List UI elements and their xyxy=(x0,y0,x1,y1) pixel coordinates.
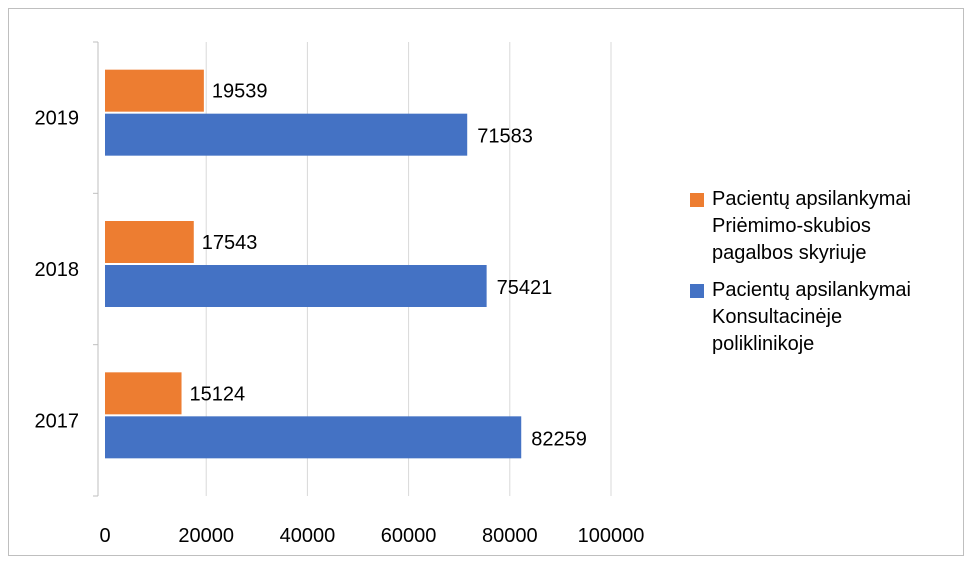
y-tick-label: 2019 xyxy=(35,108,80,130)
bar-consultation xyxy=(105,265,487,307)
bar-emergency xyxy=(105,372,182,415)
x-tick-label: 0 xyxy=(99,525,110,547)
legend-label-line: Pacientų apsilankymai xyxy=(712,279,911,301)
bar-consultation xyxy=(105,416,522,459)
legend-item-emergency: Pacientų apsilankymai Priėmimo-skubios p… xyxy=(690,186,960,267)
legend-label-line: pagalbos skyriuje xyxy=(712,242,867,264)
data-label: 15124 xyxy=(190,383,246,405)
legend-label-line: Priėmimo-skubios xyxy=(712,215,871,237)
y-tick-label: 2018 xyxy=(35,259,80,281)
legend-swatch-emergency xyxy=(690,193,704,207)
legend-label-line: poliklinikoje xyxy=(712,333,815,355)
data-label: 17543 xyxy=(202,232,258,254)
x-tick-label: 60000 xyxy=(381,525,437,547)
x-tick-label: 40000 xyxy=(280,525,336,547)
legend-item-consultation: Pacientų apsilankymai Konsultacinėje pol… xyxy=(690,277,960,358)
y-tick-label: 2017 xyxy=(35,410,80,432)
chart-frame xyxy=(8,8,964,556)
x-tick-label: 80000 xyxy=(482,525,538,547)
legend-label-line: Pacientų apsilankymai xyxy=(712,188,911,210)
data-label: 82259 xyxy=(531,428,587,450)
data-label: 71583 xyxy=(477,126,533,148)
bar-emergency xyxy=(105,69,204,112)
data-label: 75421 xyxy=(497,277,553,299)
x-tick-label: 100000 xyxy=(578,525,645,547)
bar-emergency xyxy=(105,221,194,263)
data-label: 19539 xyxy=(212,81,268,103)
legend-swatch-consultation xyxy=(690,284,704,298)
x-tick-label: 20000 xyxy=(178,525,234,547)
legend: Pacientų apsilankymai Priėmimo-skubios p… xyxy=(690,186,960,368)
legend-label-line: Konsultacinėje xyxy=(712,306,843,328)
bar-consultation xyxy=(105,113,468,156)
